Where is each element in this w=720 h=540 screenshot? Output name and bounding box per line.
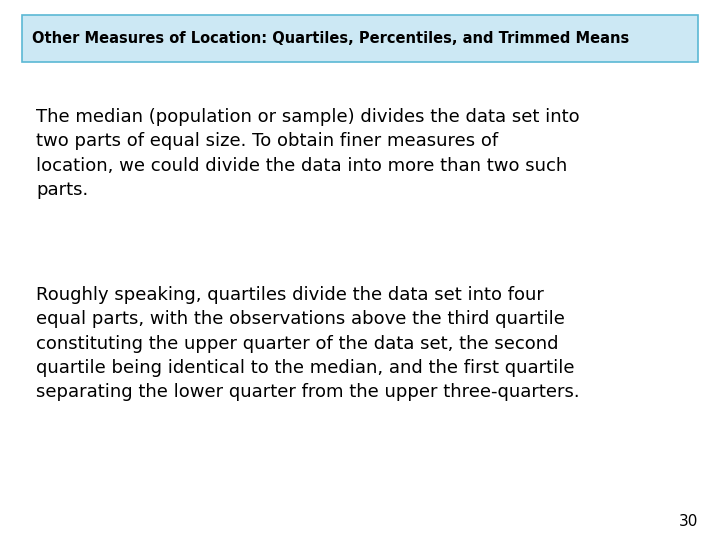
Text: Roughly speaking, quartiles divide the data set into four
equal parts, with the : Roughly speaking, quartiles divide the d…: [36, 286, 580, 401]
Text: The median (population or sample) divides the data set into
two parts of equal s: The median (population or sample) divide…: [36, 108, 580, 199]
Text: Other Measures of Location: Quartiles, Percentiles, and Trimmed Means: Other Measures of Location: Quartiles, P…: [32, 31, 630, 46]
FancyBboxPatch shape: [22, 15, 698, 62]
Text: 30: 30: [679, 514, 698, 529]
